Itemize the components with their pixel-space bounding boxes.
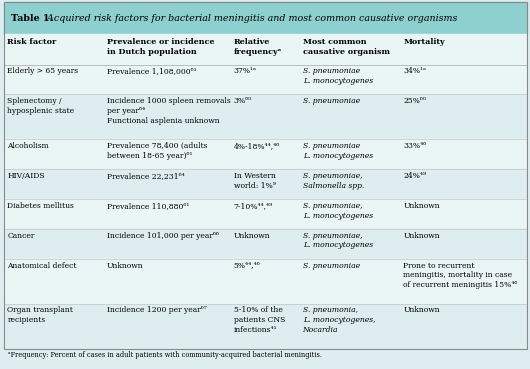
Text: Unknown: Unknown <box>403 202 440 210</box>
Text: Unknown: Unknown <box>107 262 143 270</box>
Text: Unknown: Unknown <box>234 232 270 239</box>
Text: S. pneumoniae
L. monocytogenes: S. pneumoniae L. monocytogenes <box>303 142 373 160</box>
Text: S. pneumoniae: S. pneumoniae <box>303 262 360 270</box>
Text: 4%-18%⁴⁴,⁴⁶: 4%-18%⁴⁴,⁴⁶ <box>234 142 280 150</box>
Text: Table 1.: Table 1. <box>11 14 52 23</box>
Text: Prevalence 110,880⁶¹: Prevalence 110,880⁶¹ <box>107 202 189 210</box>
Text: S. pneumonia,
L. monocytogenes,
Nocardia: S. pneumonia, L. monocytogenes, Nocardia <box>303 306 375 334</box>
Text: Prevalence 1,108,000⁶¹: Prevalence 1,108,000⁶¹ <box>107 67 196 75</box>
Text: Prevalence 22,231⁶⁴: Prevalence 22,231⁶⁴ <box>107 172 184 180</box>
Text: Alcoholism: Alcoholism <box>7 142 49 150</box>
Text: Elderly > 65 years: Elderly > 65 years <box>7 67 78 75</box>
Bar <box>4 34 527 65</box>
Bar <box>4 65 527 94</box>
Text: Anatomical defect: Anatomical defect <box>7 262 77 270</box>
Text: Incidence 1000 spleen removals
per year⁶⁴
Functional asplenia unknown: Incidence 1000 spleen removals per year⁶… <box>107 97 230 125</box>
Text: Prevalence 78,400 (adults
between 18-65 year)⁶¹: Prevalence 78,400 (adults between 18-65 … <box>107 142 207 160</box>
Bar <box>4 304 527 349</box>
Text: 3%⁶⁰: 3%⁶⁰ <box>234 97 252 105</box>
Bar <box>4 139 527 169</box>
Bar <box>4 259 527 304</box>
Text: 24%⁴⁹: 24%⁴⁹ <box>403 172 427 180</box>
Bar <box>4 2 527 34</box>
Bar <box>4 199 527 229</box>
Text: Incidence 1200 per year⁶⁷: Incidence 1200 per year⁶⁷ <box>107 306 206 314</box>
Text: Prevalence or incidence
in Dutch population: Prevalence or incidence in Dutch populat… <box>107 38 214 55</box>
Text: Organ transplant
recipients: Organ transplant recipients <box>7 306 73 324</box>
Text: Incidence 101,000 per year⁶⁶: Incidence 101,000 per year⁶⁶ <box>107 232 218 239</box>
Text: Unknown: Unknown <box>403 232 440 239</box>
Text: HIV/AIDS: HIV/AIDS <box>7 172 45 180</box>
Bar <box>4 94 527 139</box>
Text: 37%¹ᵃ: 37%¹ᵃ <box>234 67 257 75</box>
Text: S. pneumoniae,
Salmonella spp.: S. pneumoniae, Salmonella spp. <box>303 172 364 190</box>
Text: Splenectomy /
hyposplenic state: Splenectomy / hyposplenic state <box>7 97 75 115</box>
Bar <box>4 229 527 259</box>
Text: Mortality: Mortality <box>403 38 445 46</box>
Text: Cancer: Cancer <box>7 232 35 239</box>
Text: Prone to recurrent
meningitis, mortality in case
of recurrent meningitis 15%⁴⁶: Prone to recurrent meningitis, mortality… <box>403 262 518 289</box>
Text: S. pneumoniae,
L. monocytogenes: S. pneumoniae, L. monocytogenes <box>303 202 373 220</box>
Text: Most common
causative organism: Most common causative organism <box>303 38 390 55</box>
Text: S. pneumoniae,
L. monocytogenes: S. pneumoniae, L. monocytogenes <box>303 232 373 249</box>
Text: 25%⁶⁰: 25%⁶⁰ <box>403 97 426 105</box>
Text: 34%¹ᵃ: 34%¹ᵃ <box>403 67 426 75</box>
Text: Risk factor: Risk factor <box>7 38 57 46</box>
Text: In Western
world: 1%⁹: In Western world: 1%⁹ <box>234 172 276 190</box>
Text: S. pneumoniae
L. monocytogenes: S. pneumoniae L. monocytogenes <box>303 67 373 85</box>
Text: Diabetes mellitus: Diabetes mellitus <box>7 202 74 210</box>
Text: 5-10% of the
patients CNS
infections⁴¹: 5-10% of the patients CNS infections⁴¹ <box>234 306 285 334</box>
Text: Relative
frequencyᵃ: Relative frequencyᵃ <box>234 38 282 55</box>
Text: 7-10%⁴⁴,⁴⁹: 7-10%⁴⁴,⁴⁹ <box>234 202 273 210</box>
Text: S. pneumoniae: S. pneumoniae <box>303 97 360 105</box>
Bar <box>4 169 527 199</box>
Text: Acquired risk factors for bacterial meningitis and most common causative organis: Acquired risk factors for bacterial meni… <box>44 14 457 23</box>
Text: 33%⁴⁶: 33%⁴⁶ <box>403 142 427 150</box>
Text: ᵃFrequency: Percent of cases in adult patients with community-acquired bacterial: ᵃFrequency: Percent of cases in adult pa… <box>8 351 322 359</box>
Text: Unknown: Unknown <box>403 306 440 314</box>
Text: 5%⁴⁴,⁴⁶: 5%⁴⁴,⁴⁶ <box>234 262 260 270</box>
